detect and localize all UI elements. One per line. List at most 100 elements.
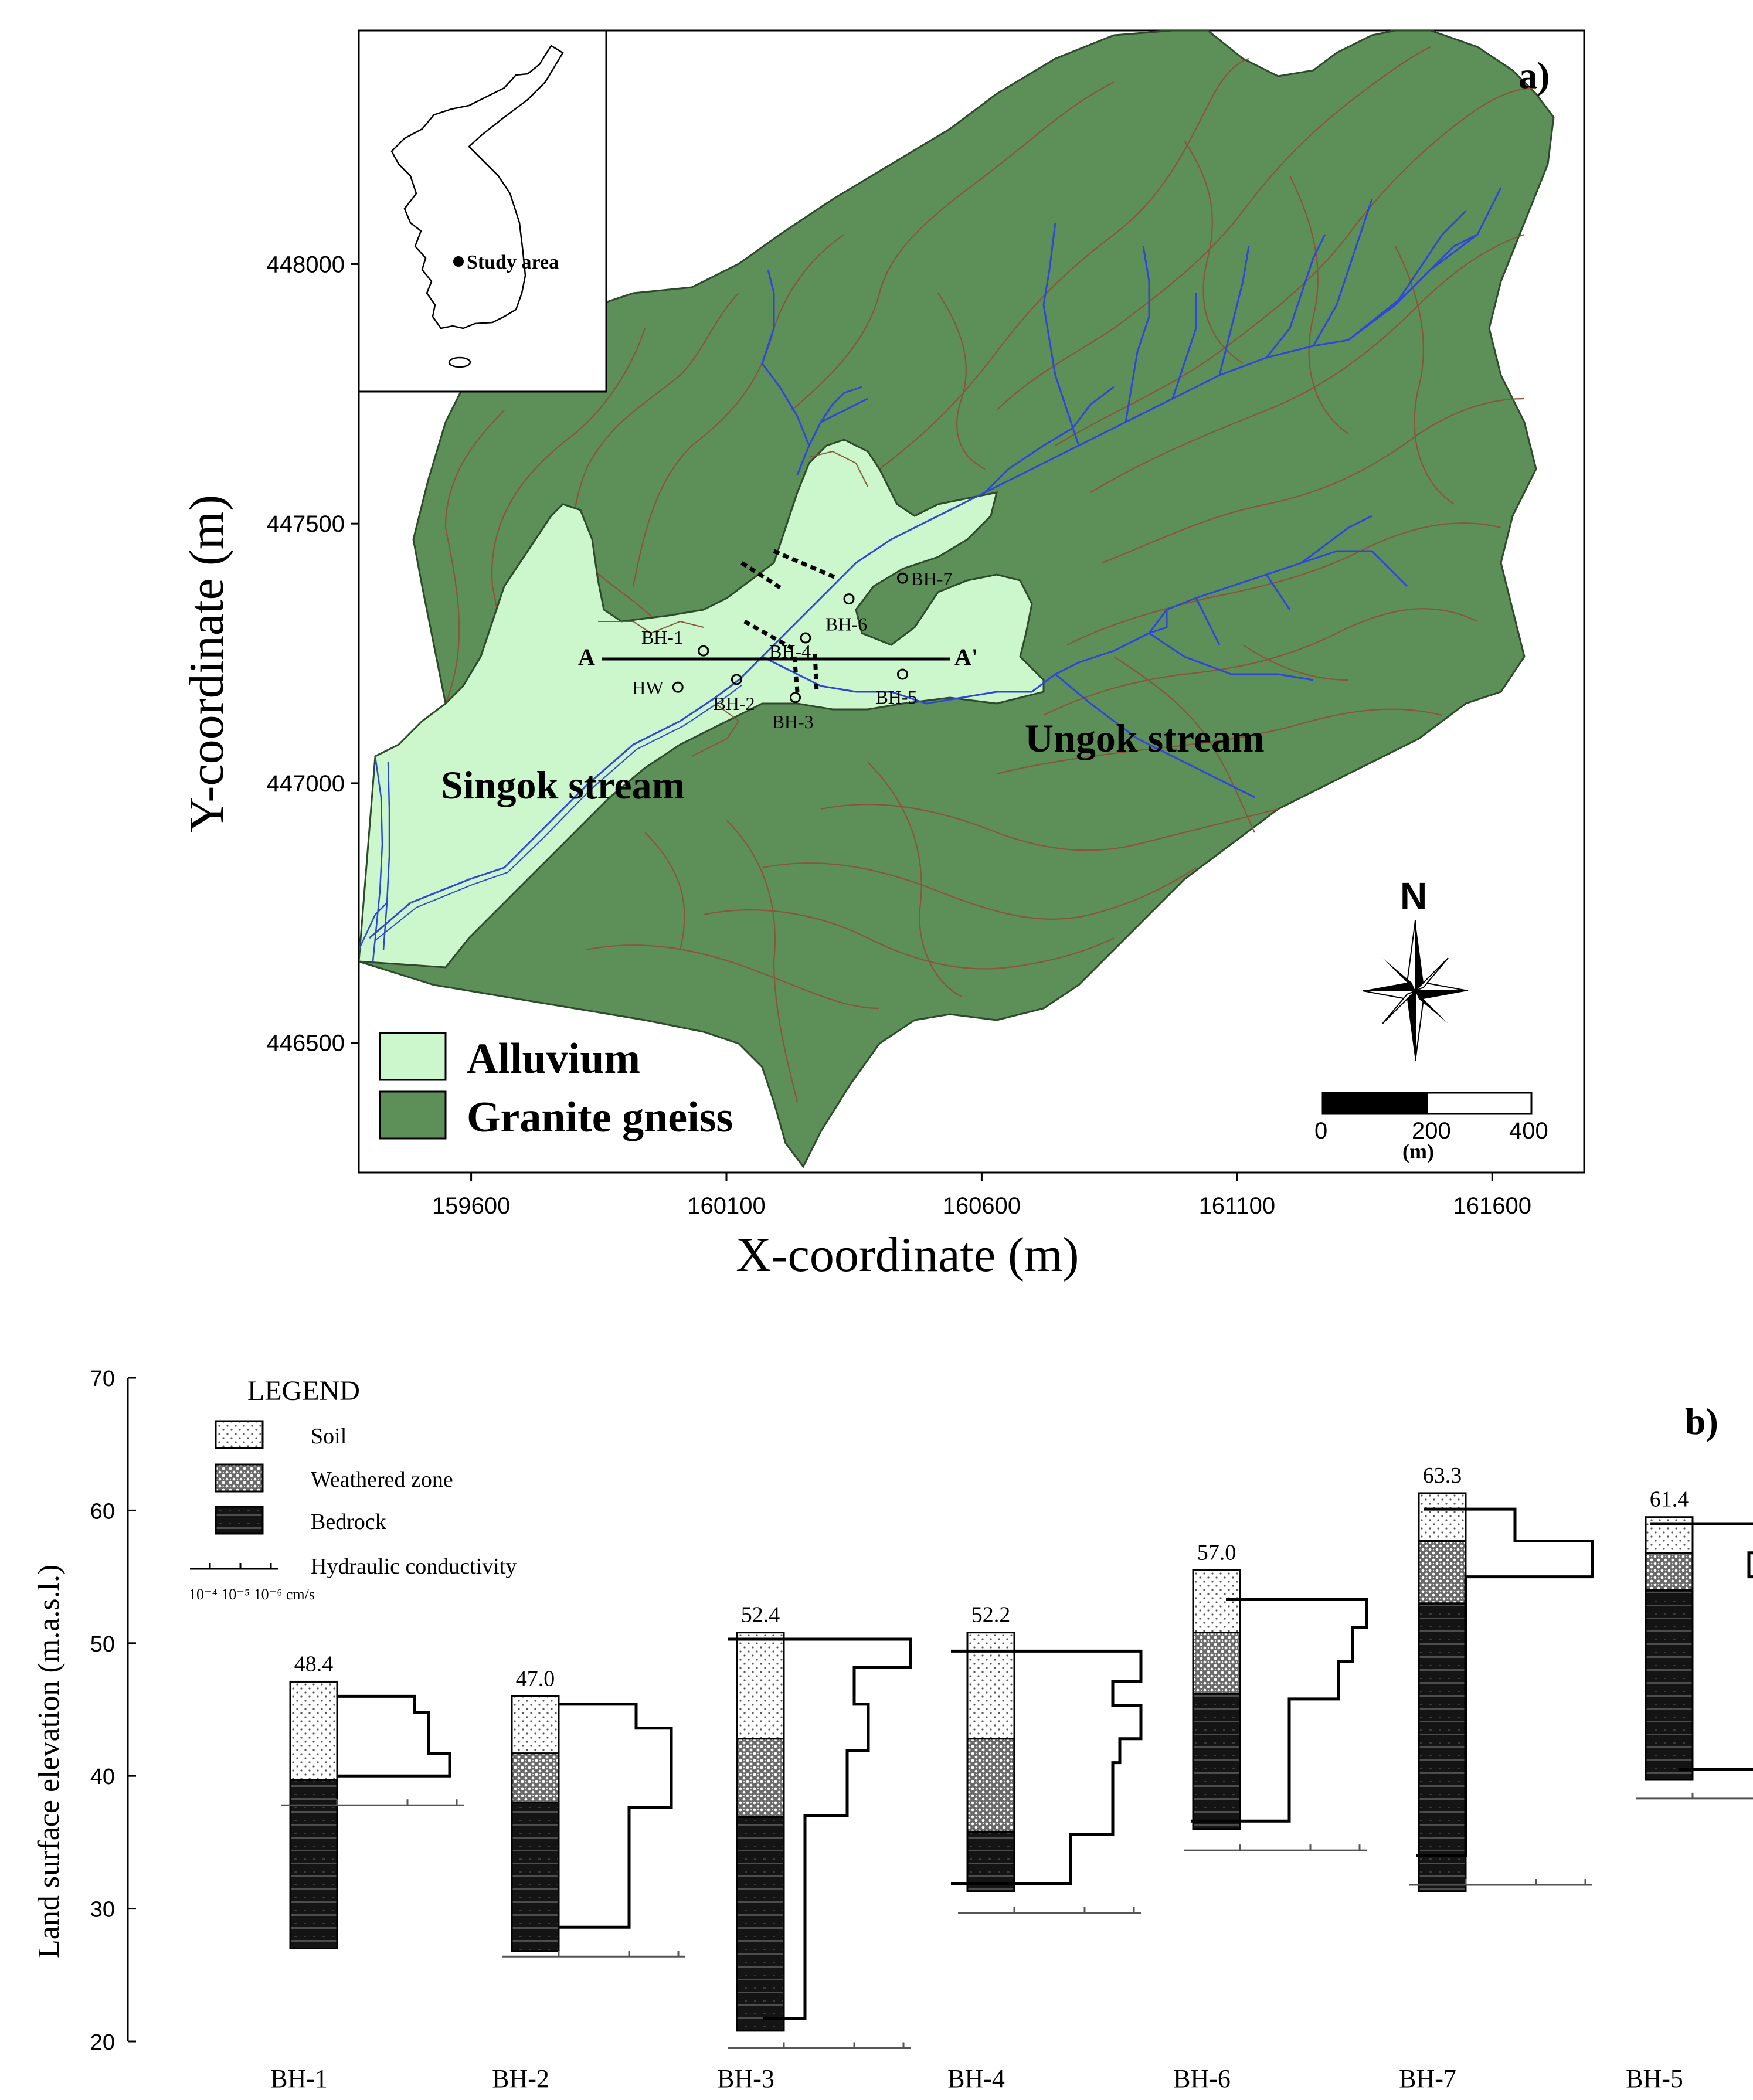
scale-tick-200: 200 — [1412, 1118, 1451, 1144]
map-axes: 159600 160100 160600 161100 161600 448000 4475… — [267, 252, 1531, 1219]
hydraulic-conductivity-profile — [337, 1694, 451, 1778]
hydraulic-conductivity-profile — [728, 1637, 912, 2020]
legend-label-weathered: Weathered zone — [311, 1467, 453, 1492]
borehole-marker — [698, 645, 709, 657]
log-y-tick-label: 20 — [90, 2030, 115, 2055]
study-area-label: Study area — [467, 252, 559, 273]
borehole-category-label: BH-1 — [270, 2064, 328, 2093]
borehole-label: BH-4 — [769, 641, 811, 662]
borehole-label: BH-5 — [875, 687, 917, 708]
scale-bar: 0 200 400 (m) — [1314, 1092, 1548, 1163]
soil-layer — [289, 1680, 338, 1781]
legend-label-soil: Soil — [311, 1424, 346, 1449]
section-end-label: A' — [954, 644, 978, 670]
borehole-label: BH-1 — [641, 627, 683, 648]
bedrock-layer — [1645, 1589, 1694, 1781]
log-y-tick-label: 30 — [90, 1898, 115, 1922]
borehole-marker — [672, 681, 684, 693]
jeju-island — [448, 356, 471, 368]
map-x-axis-label: X-coordinate (m) — [736, 1228, 1079, 1282]
legend-swatch-granite — [379, 1090, 447, 1140]
legend-k-units: 10⁻⁴ 10⁻⁵ 10⁻⁶ cm/s — [189, 1586, 315, 1603]
surface-elevation-label: 52.2 — [971, 1603, 1011, 1627]
hydraulic-conductivity-profile — [559, 1703, 673, 1929]
borehole-marker — [896, 572, 908, 584]
borehole-marker — [843, 593, 855, 605]
surface-elevation-label: 52.4 — [741, 1603, 780, 1627]
weathered-zone-layer — [1645, 1552, 1694, 1591]
scale-tick-400: 400 — [1509, 1118, 1548, 1144]
borehole-category-label: BH-3 — [717, 2064, 774, 2093]
legend-swatch-weathered — [215, 1463, 264, 1493]
alluvium-area — [359, 439, 1045, 969]
legend-label-bedrock: Bedrock — [311, 1510, 386, 1534]
borehole-category-label: BH-5 — [1626, 2064, 1683, 2093]
map-x-tick-label: 159600 — [432, 1193, 510, 1219]
borehole-marker — [731, 674, 742, 685]
borehole-marker — [896, 668, 908, 680]
map-y-tick-label: 447000 — [267, 771, 345, 797]
soil-layer — [736, 1632, 785, 1740]
log-y-tick-label: 70 — [90, 1367, 115, 1391]
borehole-label: HW — [632, 677, 664, 698]
west-channel — [359, 756, 390, 962]
map-y-tick-label: 447500 — [267, 511, 345, 537]
hydraulic-conductivity-profile — [1191, 1598, 1368, 1823]
panel-a-label: a) — [1518, 55, 1550, 96]
map-y-axis-label: Y-coordinate (m) — [179, 495, 234, 832]
borehole-markers: BH-1 BH-2 BH-3 BH-4 BH-5 BH-6 BH-7 HW — [632, 568, 952, 732]
weathered-zone-layer — [1418, 1540, 1467, 1605]
borehole-label: BH-6 — [825, 614, 867, 635]
ungok-stream-label: Ungok stream — [1025, 716, 1265, 760]
bedrock-layer — [966, 1830, 1015, 1892]
scale-tick-0: 0 — [1314, 1118, 1327, 1144]
weathered-zone-layer — [1192, 1632, 1241, 1695]
map-x-tick-label: 161100 — [1199, 1193, 1276, 1219]
borehole-category-label: BH-7 — [1399, 2064, 1456, 2093]
map-x-tick-label: 160600 — [943, 1193, 1021, 1219]
surface-elevation-label: 48.4 — [294, 1652, 334, 1676]
weathered-zone-layer — [736, 1738, 785, 1818]
bedrock-layer — [511, 1801, 560, 1952]
map-panel: A A' BH-1 BH-2 BH-3 BH-4 BH-5 BH-6 BH-7 HW Sing… — [179, 29, 1585, 1282]
borehole-panel: 70 60 50 40 30 20 Land surface elevation (m.a… — [32, 1367, 1753, 2093]
north-label: N — [1400, 875, 1427, 917]
log-y-tick-label: 50 — [90, 1632, 115, 1657]
weathered-zone-layer — [511, 1752, 560, 1803]
korea-outline — [390, 45, 564, 329]
legend-swatch-alluvium — [379, 1032, 447, 1081]
bedrock-layer — [289, 1779, 338, 1950]
legend-swatch-bedrock — [215, 1506, 264, 1535]
surface-elevation-label: 57.0 — [1197, 1540, 1236, 1565]
bedrock-layer — [1192, 1693, 1241, 1830]
legend-label-alluvium: Alluvium — [467, 1035, 640, 1083]
borehole-marker — [800, 632, 811, 644]
hydraulic-conductivity-profile — [1416, 1507, 1594, 1857]
weathered-zone-layer — [966, 1738, 1015, 1833]
borehole-category-label: BH-2 — [492, 2064, 549, 2093]
log-y-tick-label: 40 — [90, 1765, 115, 1789]
singok-stream-label: Singok stream — [441, 763, 685, 807]
log-legend: LEGEND Soil Weathered zone Bedrock Hydra… — [189, 1375, 517, 1603]
section-start-label: A — [578, 644, 595, 670]
legend-swatch-soil — [215, 1420, 264, 1449]
inset-map: Study area — [358, 29, 607, 393]
transect-marks — [740, 549, 837, 692]
contour-lines — [444, 46, 1537, 1103]
surface-elevation-label: 63.3 — [1423, 1463, 1462, 1488]
borehole-label: BH-3 — [772, 711, 814, 732]
borehole-label: BH-2 — [713, 693, 755, 714]
hydraulic-conductivity-profile — [951, 1649, 1143, 1885]
bedrock-layer — [1418, 1602, 1467, 1892]
map-y-tick-label: 446500 — [267, 1031, 345, 1056]
log-y-axis-label: Land surface elevation (m.a.s.l.) — [32, 1565, 66, 1958]
legend-k-scale-icon — [190, 1563, 278, 1570]
scale-unit: (m) — [1402, 1140, 1434, 1163]
soil-layer — [966, 1632, 1015, 1740]
inset-frame — [358, 29, 607, 393]
panel-b-label: b) — [1685, 1401, 1718, 1442]
log-legend-title: LEGEND — [247, 1375, 360, 1406]
log-y-tick-label: 60 — [90, 1499, 115, 1524]
borehole-marker — [790, 692, 801, 704]
